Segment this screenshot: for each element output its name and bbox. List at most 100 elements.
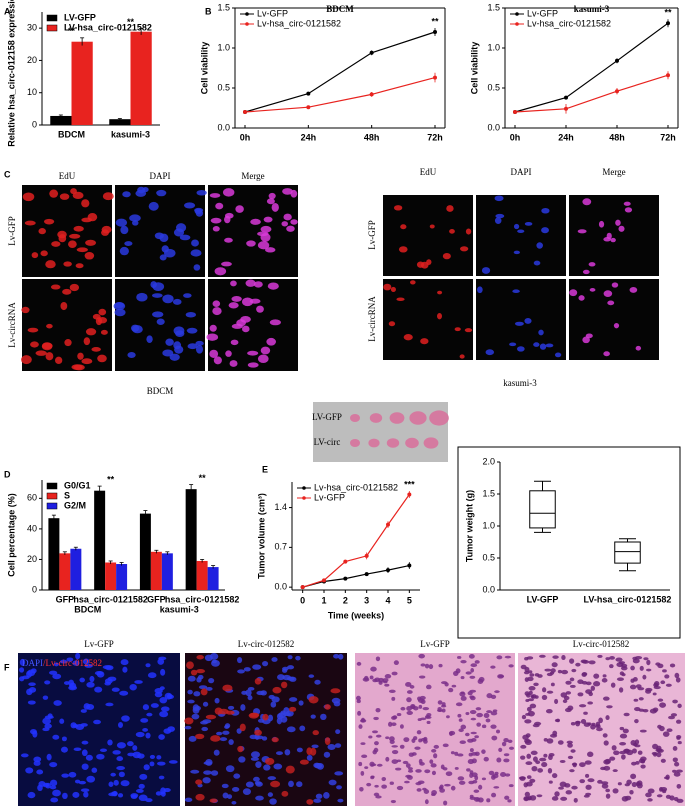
cell bbox=[290, 219, 298, 225]
cell bbox=[266, 337, 276, 346]
cell bbox=[630, 773, 637, 780]
cell bbox=[437, 290, 443, 295]
cell bbox=[407, 769, 414, 773]
legend-label: Lv-hsa_circ-0121582 bbox=[527, 18, 611, 28]
cell bbox=[524, 738, 531, 744]
cell bbox=[368, 735, 373, 739]
cell bbox=[467, 691, 473, 696]
cell bbox=[498, 747, 503, 752]
cell bbox=[236, 656, 243, 664]
cell bbox=[455, 702, 463, 707]
cell bbox=[400, 706, 406, 711]
cell bbox=[250, 757, 259, 761]
cell bbox=[281, 221, 289, 227]
cell bbox=[269, 798, 277, 805]
cell bbox=[287, 665, 295, 670]
cell bbox=[660, 758, 666, 763]
cell bbox=[210, 217, 222, 224]
cell bbox=[271, 696, 280, 703]
cell bbox=[543, 753, 548, 758]
cell bbox=[313, 798, 322, 803]
x-tick-label: 48h bbox=[364, 132, 380, 142]
cell bbox=[645, 687, 653, 692]
cell bbox=[271, 657, 278, 662]
legend-marker bbox=[245, 12, 249, 16]
cell bbox=[621, 673, 626, 677]
cell bbox=[630, 740, 637, 746]
cell bbox=[218, 708, 229, 715]
cell bbox=[569, 677, 575, 682]
legend-label: Lv-GFP bbox=[314, 492, 345, 502]
cell bbox=[548, 780, 553, 784]
cell bbox=[626, 749, 634, 756]
cell bbox=[202, 701, 209, 707]
cell bbox=[241, 325, 250, 333]
cell bbox=[209, 193, 221, 198]
y-tick-label: 0.0 bbox=[487, 122, 500, 132]
cell bbox=[668, 715, 675, 720]
tumor bbox=[423, 437, 439, 449]
cell bbox=[373, 716, 379, 721]
cell bbox=[310, 714, 316, 719]
x-tick-label: 2 bbox=[343, 595, 348, 605]
cell bbox=[46, 753, 52, 761]
cell bbox=[150, 703, 159, 708]
cell bbox=[230, 280, 237, 287]
cell bbox=[419, 695, 426, 701]
cell bbox=[475, 707, 482, 711]
cell bbox=[533, 260, 541, 266]
cell bbox=[245, 279, 256, 287]
cell bbox=[203, 770, 212, 775]
cell bbox=[458, 728, 464, 733]
cell bbox=[101, 225, 112, 234]
cell bbox=[605, 793, 611, 799]
cell bbox=[612, 769, 618, 773]
line bbox=[514, 22, 669, 113]
cell bbox=[27, 791, 36, 799]
cell bbox=[673, 771, 681, 777]
y-tick-label: 0.0 bbox=[482, 584, 495, 594]
cell bbox=[513, 223, 520, 230]
cell bbox=[607, 300, 615, 306]
cell bbox=[117, 722, 124, 729]
cell bbox=[107, 739, 113, 746]
cell bbox=[491, 735, 498, 741]
cell bbox=[603, 290, 613, 297]
cell bbox=[265, 757, 275, 765]
group-label: kasumi-3 bbox=[160, 604, 199, 614]
cell bbox=[53, 662, 59, 667]
cell bbox=[588, 262, 596, 267]
cell bbox=[186, 661, 194, 669]
cell bbox=[623, 712, 630, 717]
cell bbox=[675, 719, 682, 724]
cell bbox=[546, 738, 554, 744]
cell bbox=[404, 780, 410, 784]
cell bbox=[157, 658, 165, 665]
cell bbox=[464, 732, 470, 737]
bar bbox=[116, 564, 128, 590]
cell bbox=[187, 699, 195, 704]
cell bbox=[72, 191, 84, 200]
bar bbox=[70, 548, 82, 590]
cell bbox=[458, 780, 466, 785]
cell bbox=[63, 261, 72, 267]
cell bbox=[433, 753, 438, 759]
cell bbox=[43, 218, 55, 225]
cell bbox=[263, 764, 271, 771]
cell bbox=[438, 786, 443, 790]
x-tick-label: hsa_circ-0121582 bbox=[73, 594, 148, 604]
cell bbox=[271, 202, 279, 212]
cell bbox=[190, 769, 200, 774]
micrograph bbox=[569, 195, 659, 276]
cell bbox=[631, 761, 637, 766]
cell bbox=[225, 765, 235, 773]
cell bbox=[68, 233, 81, 239]
cell bbox=[611, 745, 617, 751]
cell bbox=[560, 692, 568, 698]
cell bbox=[411, 738, 416, 743]
cell bbox=[111, 791, 118, 796]
cell bbox=[518, 776, 526, 780]
cell bbox=[469, 796, 477, 800]
cell bbox=[25, 767, 34, 774]
cell bbox=[116, 766, 125, 771]
